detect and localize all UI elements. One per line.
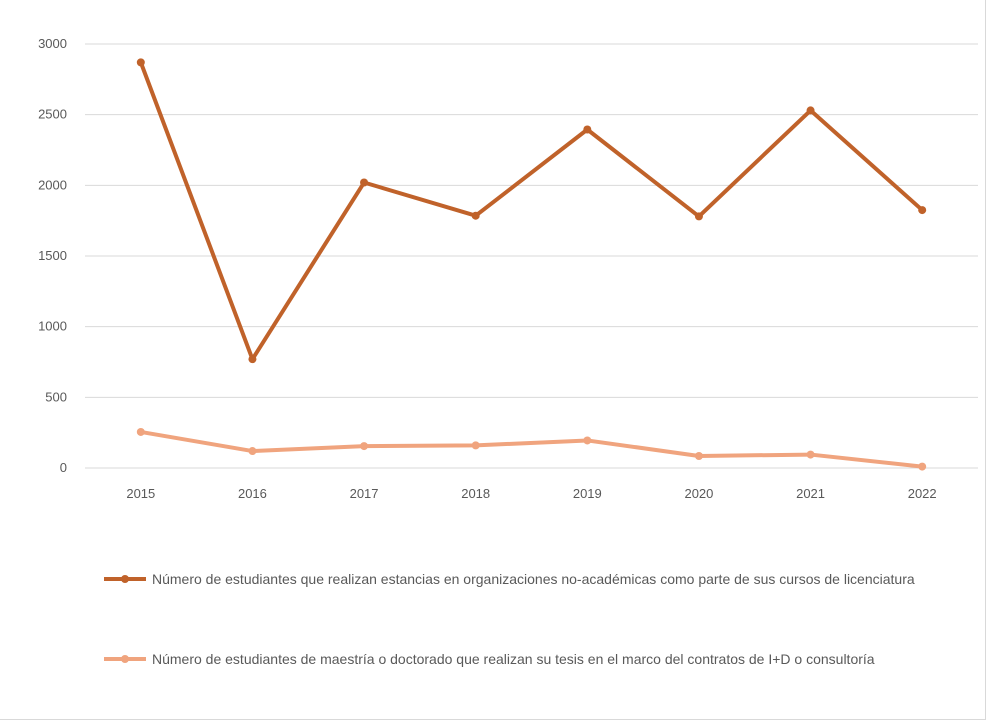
series-1-point-2019 — [583, 125, 592, 134]
series-2-point-2018 — [471, 441, 480, 450]
y-tick-label-2500: 2500 — [38, 107, 67, 122]
y-tick-label-3000: 3000 — [38, 36, 67, 51]
x-tick-label-2015: 2015 — [126, 486, 155, 501]
x-tick-label-2022: 2022 — [908, 486, 937, 501]
series-2-point-2016 — [248, 447, 257, 456]
legend-swatch-1 — [104, 575, 146, 583]
series-1-point-2022 — [918, 206, 927, 215]
y-tick-label-0: 0 — [60, 460, 67, 475]
series-1-point-2017 — [360, 178, 369, 187]
x-tick-label-2020: 2020 — [684, 486, 713, 501]
y-tick-label-1500: 1500 — [38, 248, 67, 263]
legend-label-1: Número de estudiantes que realizan estan… — [152, 571, 915, 587]
x-tick-label-2016: 2016 — [238, 486, 267, 501]
series-2-line — [138, 429, 925, 469]
legend-swatch-2 — [104, 655, 146, 663]
x-tick-label-2017: 2017 — [350, 486, 379, 501]
y-tick-label-500: 500 — [45, 389, 67, 404]
x-tick-label-2019: 2019 — [573, 486, 602, 501]
series-2-point-2021 — [806, 450, 815, 459]
y-tick-label-1000: 1000 — [38, 319, 67, 334]
series-2-point-2020 — [694, 451, 703, 460]
series-1-point-2021 — [806, 106, 815, 115]
series-2-point-2015 — [136, 427, 145, 436]
series-2-point-2022 — [918, 462, 927, 471]
series-2-point-2019 — [583, 436, 592, 445]
series-1-point-2015 — [136, 58, 145, 67]
line-chart: 0 500 1000 1500 2000 2500 3000 2015 2016 2017 2018… — [38, 36, 978, 501]
series-1-point-2016 — [248, 355, 257, 364]
legend-label-2: Número de estudiantes de maestría o doct… — [152, 651, 875, 667]
series-1-point-2018 — [471, 211, 480, 220]
series-1-line — [138, 60, 925, 362]
x-tick-label-2018: 2018 — [461, 486, 490, 501]
x-tick-label-2021: 2021 — [796, 486, 825, 501]
series-1-point-2020 — [694, 212, 703, 221]
y-tick-label-2000: 2000 — [38, 177, 67, 192]
series-2-point-2017 — [360, 442, 369, 451]
